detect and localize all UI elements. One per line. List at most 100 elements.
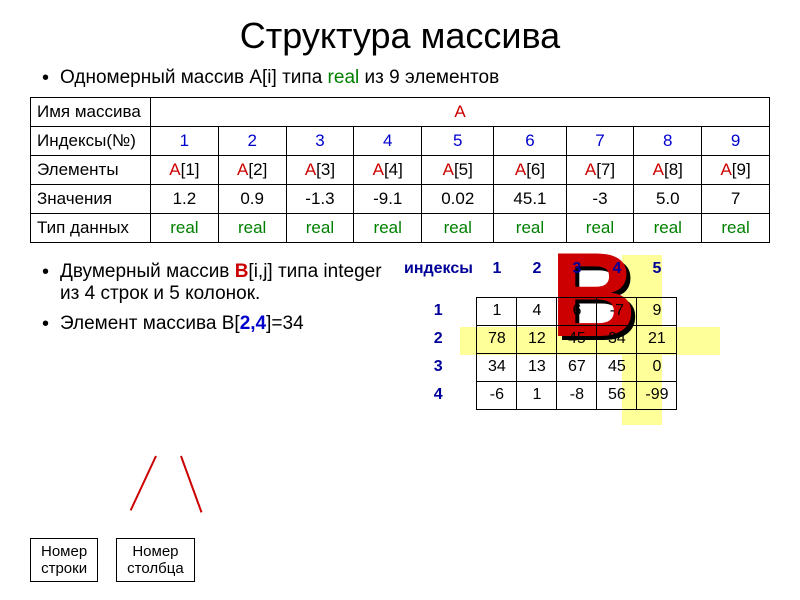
cell-label: Значения bbox=[31, 185, 151, 214]
matrix-cell: 9 bbox=[637, 297, 677, 325]
box2-l2: столбца bbox=[127, 560, 184, 577]
matrix-row: 27812453421 bbox=[400, 325, 677, 353]
cell-type: real bbox=[218, 214, 286, 243]
box-row-number: Номер строки bbox=[30, 538, 98, 582]
idx-label: индексы bbox=[404, 260, 473, 277]
cell-value: 45.1 bbox=[494, 185, 566, 214]
cell-value: 7 bbox=[702, 185, 770, 214]
cell-index: 2 bbox=[218, 127, 286, 156]
matrix-row-idx: 1 bbox=[400, 297, 477, 325]
table-row: Значения 1.20.9-1.3-9.10.0245.1-35.07 bbox=[31, 185, 770, 214]
b3-b: 2,4 bbox=[240, 313, 266, 334]
cell-element: А[9] bbox=[702, 156, 770, 185]
matrix-cell: 67 bbox=[557, 353, 597, 381]
matrix-cell: -6 bbox=[477, 381, 517, 409]
matrix-cell: 21 bbox=[637, 325, 677, 353]
cell-index: 5 bbox=[422, 127, 494, 156]
cell-label: Индексы(№) bbox=[31, 127, 151, 156]
cell-type: real bbox=[286, 214, 354, 243]
bullet-2d-array: Двумерный массив В[i,j] типа integer из … bbox=[60, 261, 390, 305]
arrow-col bbox=[180, 456, 202, 513]
matrix-row: 1146-79 bbox=[400, 297, 677, 325]
cell-index: 7 bbox=[566, 127, 634, 156]
bullet1-text-post: из 9 элементов bbox=[359, 67, 499, 88]
cell-value: 5.0 bbox=[634, 185, 702, 214]
cell-element: А[8] bbox=[634, 156, 702, 185]
matrix-cell: -99 bbox=[637, 381, 677, 409]
cell-index: 3 bbox=[286, 127, 354, 156]
matrix-cell: -8 bbox=[557, 381, 597, 409]
matrix-cell: 12 bbox=[517, 325, 557, 353]
box1-l1: Номер bbox=[41, 543, 87, 560]
cell-element: А[4] bbox=[354, 156, 422, 185]
matrix-cell: 6 bbox=[557, 297, 597, 325]
bullet-element: Элемент массива В[2,4]=34 bbox=[60, 313, 390, 335]
matrix-col-idx: 4 bbox=[597, 255, 637, 283]
cell-value: -9.1 bbox=[354, 185, 422, 214]
cell-label: Имя массива bbox=[31, 98, 151, 127]
matrix-cell: 56 bbox=[597, 381, 637, 409]
matrix-cell: 45 bbox=[597, 353, 637, 381]
cell-element: А[6] bbox=[494, 156, 566, 185]
bullet-1d-array: Одномерный массив A[i] типа real из 9 эл… bbox=[60, 67, 770, 89]
matrix-col-idx: 3 bbox=[557, 255, 597, 283]
cell-type: real bbox=[151, 214, 219, 243]
cell-value: -1.3 bbox=[286, 185, 354, 214]
box1-l2: строки bbox=[41, 560, 87, 577]
b2-b: В bbox=[235, 261, 249, 282]
matrix-row-idx: 2 bbox=[400, 325, 477, 353]
b3-c: ]=34 bbox=[266, 313, 304, 334]
matrix-cell: -7 bbox=[597, 297, 637, 325]
b2-a: Двумерный массив bbox=[60, 261, 235, 282]
cell-index: 8 bbox=[634, 127, 702, 156]
cell-element: А[1] bbox=[151, 156, 219, 185]
table-row: Индексы(№) 123456789 bbox=[31, 127, 770, 156]
matrix-row-idx: 4 bbox=[400, 381, 477, 409]
matrix-col-idx: 2 bbox=[517, 255, 557, 283]
box2-l1: Номер bbox=[132, 543, 178, 560]
matrix-row: 3341367450 bbox=[400, 353, 677, 381]
table-row: Тип данных realrealrealrealrealrealrealr… bbox=[31, 214, 770, 243]
matrix-cell: 4 bbox=[517, 297, 557, 325]
bullet1-text-pre: Одномерный массив A[i] типа bbox=[60, 67, 328, 88]
cell-index: 6 bbox=[494, 127, 566, 156]
cell-index: 1 bbox=[151, 127, 219, 156]
cell-element: А[7] bbox=[566, 156, 634, 185]
matrix-col-idx: 5 bbox=[637, 255, 677, 283]
cell-array-name: А bbox=[151, 98, 770, 127]
cell-element: А[5] bbox=[422, 156, 494, 185]
matrix-b-wrap: В индексы 12345 1146-7927812453421334136… bbox=[400, 255, 770, 410]
cell-value: -3 bbox=[566, 185, 634, 214]
matrix-col-idx: 1 bbox=[477, 255, 517, 283]
cell-label: Тип данных bbox=[31, 214, 151, 243]
cell-label: Элементы bbox=[31, 156, 151, 185]
cell-value: 1.2 bbox=[151, 185, 219, 214]
cell-value: 0.02 bbox=[422, 185, 494, 214]
page-title: Структура массива bbox=[30, 15, 770, 57]
matrix-row-idx: 3 bbox=[400, 353, 477, 381]
bullet1-real: real bbox=[328, 67, 360, 88]
idx-corner: индексы bbox=[400, 255, 477, 283]
matrix-cell: 1 bbox=[517, 381, 557, 409]
matrix-b-table: индексы 12345 1146-792781245342133413674… bbox=[400, 255, 677, 410]
cell-type: real bbox=[422, 214, 494, 243]
array-a-table: Имя массива А Индексы(№) 123456789 Элеме… bbox=[30, 97, 770, 243]
matrix-cell: 13 bbox=[517, 353, 557, 381]
b3-a: Элемент массива В[ bbox=[60, 313, 240, 334]
matrix-cell: 34 bbox=[477, 353, 517, 381]
arrow-row bbox=[130, 456, 157, 511]
cell-index: 9 bbox=[702, 127, 770, 156]
cell-type: real bbox=[702, 214, 770, 243]
cell-index: 4 bbox=[354, 127, 422, 156]
table-row: Имя массива А bbox=[31, 98, 770, 127]
cell-element: А[2] bbox=[218, 156, 286, 185]
matrix-cell: 45 bbox=[557, 325, 597, 353]
cell-type: real bbox=[354, 214, 422, 243]
cell-type: real bbox=[634, 214, 702, 243]
matrix-cell: 78 bbox=[477, 325, 517, 353]
box-col-number: Номер столбца bbox=[116, 538, 195, 582]
table-row: Элементы А[1]А[2]А[3]А[4]А[5]А[6]А[7]А[8… bbox=[31, 156, 770, 185]
cell-value: 0.9 bbox=[218, 185, 286, 214]
matrix-cell: 34 bbox=[597, 325, 637, 353]
matrix-cell: 1 bbox=[477, 297, 517, 325]
